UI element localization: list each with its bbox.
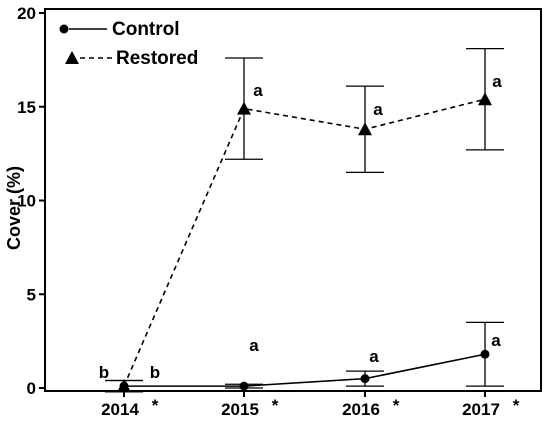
series-line-restored xyxy=(123,98,486,387)
legend-label-control: Control xyxy=(112,19,180,40)
x-tick-label: 2015 xyxy=(221,400,259,419)
y-tick-label: 10 xyxy=(17,192,36,211)
significance-letter: a xyxy=(373,100,383,119)
significance-letter: a xyxy=(491,331,501,350)
series-line-control xyxy=(124,353,486,387)
legend: Control Restored xyxy=(59,19,198,69)
data-point-control xyxy=(239,381,249,391)
significance-marker: * xyxy=(152,396,159,415)
significance-letter: a xyxy=(253,81,263,100)
significance-letter: a xyxy=(249,336,259,355)
significance-marker: * xyxy=(393,396,400,415)
y-axis-title: Cover (%) xyxy=(4,166,24,250)
data-point-control xyxy=(360,374,370,384)
significance-marker: * xyxy=(513,396,520,415)
legend-marker-control xyxy=(59,24,69,34)
significance-marker: * xyxy=(272,396,279,415)
significance-letter: a xyxy=(492,72,502,91)
data-point-restored xyxy=(117,379,131,393)
legend-label-restored: Restored xyxy=(116,48,198,69)
x-tick-label: 2017 xyxy=(462,400,500,419)
data-point-control xyxy=(480,349,490,359)
data-point-restored xyxy=(478,92,492,106)
significance-letter: b xyxy=(150,363,160,382)
legend-marker-restored xyxy=(65,51,79,64)
data-point-restored xyxy=(237,101,251,115)
data-point-restored xyxy=(358,122,372,136)
x-tick-label: 2014 xyxy=(101,400,139,419)
x-tick-label: 2016 xyxy=(342,400,380,419)
significance-letter: a xyxy=(369,347,379,366)
significance-letter: b xyxy=(99,363,109,382)
y-tick-label: 20 xyxy=(17,4,36,23)
y-tick-label: 15 xyxy=(17,98,36,117)
y-tick-label: 0 xyxy=(27,379,36,398)
y-tick-label: 5 xyxy=(27,285,36,304)
